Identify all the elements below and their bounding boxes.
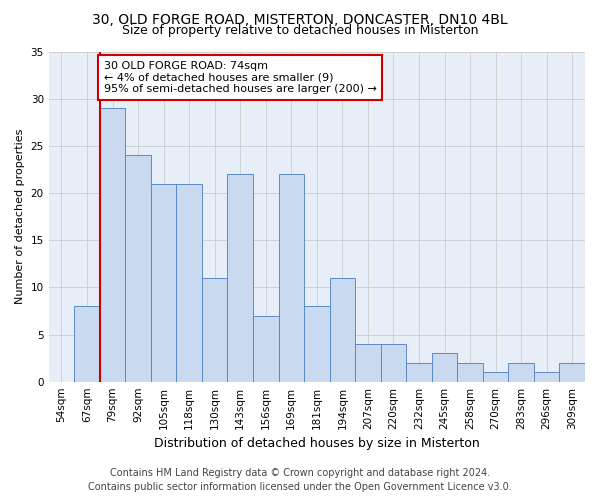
Bar <box>329 278 355 382</box>
Bar <box>534 372 559 382</box>
Bar <box>125 156 151 382</box>
Bar <box>406 363 432 382</box>
Bar <box>380 344 406 382</box>
Bar <box>508 363 534 382</box>
Bar <box>355 344 380 382</box>
Bar <box>253 316 278 382</box>
X-axis label: Distribution of detached houses by size in Misterton: Distribution of detached houses by size … <box>154 437 480 450</box>
Text: Contains HM Land Registry data © Crown copyright and database right 2024.
Contai: Contains HM Land Registry data © Crown c… <box>88 468 512 492</box>
Text: Size of property relative to detached houses in Misterton: Size of property relative to detached ho… <box>122 24 478 37</box>
Bar <box>151 184 176 382</box>
Text: 30, OLD FORGE ROAD, MISTERTON, DONCASTER, DN10 4BL: 30, OLD FORGE ROAD, MISTERTON, DONCASTER… <box>92 12 508 26</box>
Bar <box>100 108 125 382</box>
Bar <box>227 174 253 382</box>
Y-axis label: Number of detached properties: Number of detached properties <box>15 129 25 304</box>
Bar <box>559 363 585 382</box>
Bar <box>176 184 202 382</box>
Bar <box>304 306 329 382</box>
Bar <box>483 372 508 382</box>
Bar <box>74 306 100 382</box>
Bar <box>457 363 483 382</box>
Bar <box>432 354 457 382</box>
Bar <box>278 174 304 382</box>
Text: 30 OLD FORGE ROAD: 74sqm
← 4% of detached houses are smaller (9)
95% of semi-det: 30 OLD FORGE ROAD: 74sqm ← 4% of detache… <box>104 61 376 94</box>
Bar <box>202 278 227 382</box>
